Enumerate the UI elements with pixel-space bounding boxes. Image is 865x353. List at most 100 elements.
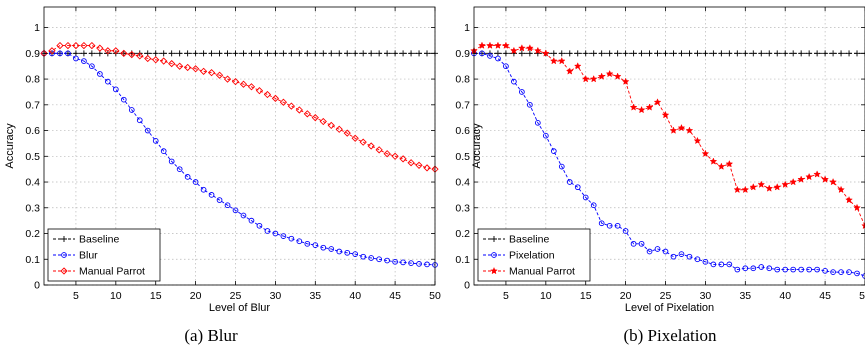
data-point [256,222,263,229]
data-point [694,50,701,57]
data-point [120,96,127,103]
data-point [296,238,303,245]
data-point [837,185,845,194]
data-point [96,44,104,52]
data-point [328,50,335,57]
data-point [566,50,573,57]
data-point [224,50,231,57]
data-point [415,161,423,169]
data-point [144,127,151,134]
data-point [176,166,183,173]
data-point [798,266,805,273]
data-point [152,50,159,57]
x-tick-label: 40 [779,290,791,302]
data-point [550,148,557,154]
data-point [128,107,135,113]
legend-label: Pixelation [509,250,555,262]
data-point [814,266,820,273]
data-point [677,123,686,132]
data-point [336,248,343,255]
data-point [208,192,215,198]
panel-caption: (a) Blur [184,326,238,345]
data-point [774,266,781,273]
data-point [758,50,765,57]
legend-item: Blur [53,250,98,262]
data-point [525,44,534,52]
data-point [312,50,319,57]
data-point [112,47,120,55]
data-point [694,256,701,263]
x-tick-label: 35 [309,290,321,302]
data-point [741,185,750,194]
data-point [709,157,718,165]
y-tick-label: 0.8 [455,74,470,86]
data-point [400,50,407,57]
data-point [288,235,295,242]
y-tick-label: 0.4 [455,177,470,189]
data-point [638,50,645,57]
plot-frame [473,6,865,286]
data-point [97,71,103,77]
x-tick-label: 20 [190,290,202,302]
data-point [216,50,223,57]
data-point [72,41,80,50]
data-point [494,50,501,57]
data-point [558,50,565,57]
chart-panel-2: 5 10 15 20 25 30 35 40 45 50 0 0.1 0.2 0.3 0.4 0.5 0.6 0.… [455,6,865,345]
plot-frame [43,6,436,286]
data-point [533,46,542,55]
y-tick-label: 0.6 [25,125,40,137]
data-point [232,207,239,214]
data-point [758,264,765,270]
data-point [81,58,87,64]
data-point [726,50,733,57]
data-point [503,63,509,70]
data-point [710,50,717,57]
data-point [384,50,391,57]
data-point [495,55,501,62]
y-tick-label: 0.3 [455,202,470,214]
data-point [518,50,525,57]
data-point [392,50,399,57]
data-point [223,75,232,83]
data-point [750,265,757,272]
data-point [574,50,581,57]
data-point [296,50,303,57]
data-point [144,54,152,63]
data-point [73,55,79,62]
data-point [622,228,629,234]
data-point [407,159,415,167]
x-tick-label: 30 [700,290,712,302]
data-point [272,230,279,237]
data-point [822,50,829,57]
data-point [49,50,55,57]
data-point [653,98,662,106]
data-point [240,50,247,57]
data-point [750,50,757,57]
legend-item: Baseline [53,234,119,246]
y-tick-label: 0.4 [25,177,40,189]
data-point [207,69,216,77]
data-point [598,220,605,227]
data-point [304,240,311,247]
data-point [646,248,653,255]
data-point [790,50,797,57]
data-point [854,270,860,277]
data-point [360,50,367,57]
x-tick-label: 5 [73,290,79,302]
data-point [408,50,415,57]
data-point [502,41,510,49]
y-tick-label: 0.2 [455,228,470,240]
data-point [670,253,677,260]
data-point [718,261,725,268]
x-tick-label: 25 [230,290,242,302]
x-tick-label: 50 [429,290,441,302]
data-point [854,50,861,57]
data-point [384,257,390,264]
legend-item: Pixelation [483,250,555,262]
data-point [367,142,375,150]
x-axis-label: Level of Blur [209,302,270,314]
data-point [734,266,741,273]
data-point [630,50,637,57]
y-tick-label: 1 [34,22,40,34]
